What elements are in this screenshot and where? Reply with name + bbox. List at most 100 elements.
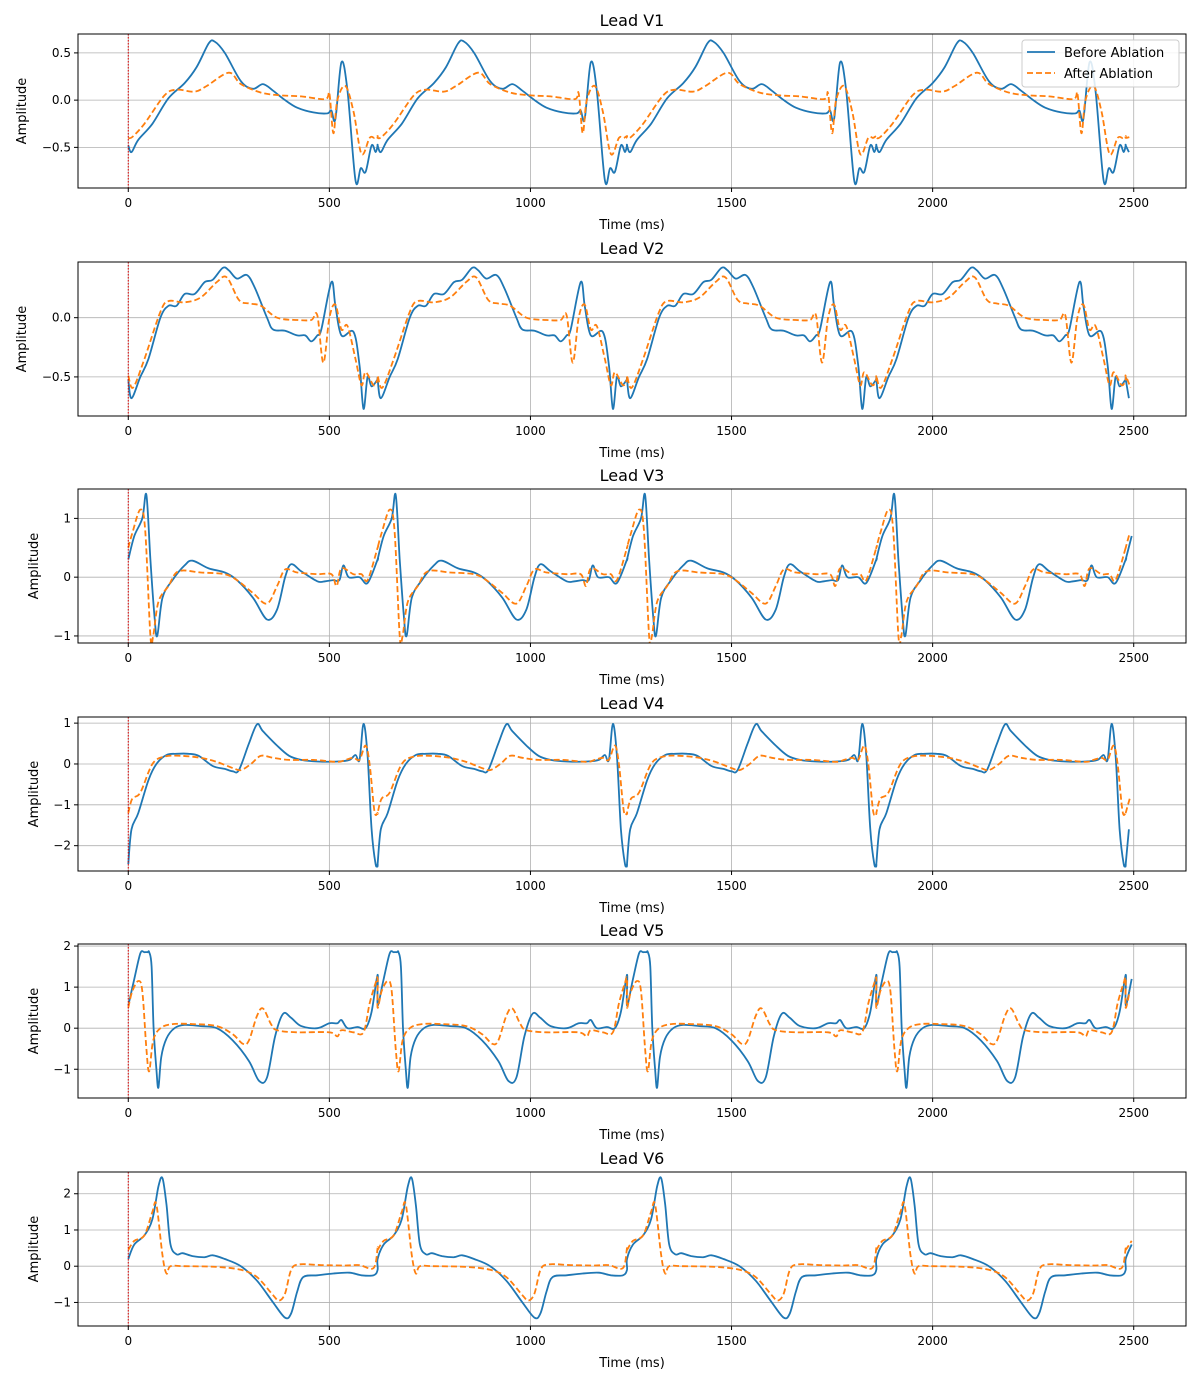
panel-lead-v5: Lead V5 0 500 1000 1500 2000 2500 2 1 0 −1 Time (ms… [27, 921, 1187, 1143]
series-before-ablation [127, 492, 1133, 638]
y-tick-label: −1 [53, 629, 71, 643]
x-axis-label: Time (ms) [598, 1128, 665, 1143]
legend-label-after: After Ablation [1064, 67, 1153, 82]
series-after-ablation [127, 275, 1132, 389]
x-tick-label: 2500 [1118, 424, 1149, 438]
x-tick-label: 1000 [515, 651, 546, 665]
x-tick-label: 0 [124, 651, 132, 665]
panel-title: Lead V2 [600, 239, 665, 258]
y-tick-label: 0.5 [52, 46, 71, 60]
axes-frame [77, 33, 1187, 189]
x-tick-label: 1000 [515, 196, 546, 210]
y-axis-label: Amplitude [15, 306, 30, 373]
legend: Before Ablation After Ablation [1021, 39, 1180, 88]
x-tick-label: 500 [318, 651, 341, 665]
panel-lead-v1: Lead V1 0 500 1000 1500 2000 2500 0.5 0.0 −0.5 Tim… [15, 11, 1187, 233]
x-tick-label: 1000 [515, 879, 546, 893]
series-after-ablation [127, 1201, 1133, 1302]
series-after-ablation [128, 71, 1130, 156]
x-tick-label: 2500 [1118, 1106, 1149, 1120]
x-tick-label: 2000 [917, 879, 948, 893]
y-tick-label: −1 [53, 1062, 71, 1076]
x-tick-label: 2500 [1118, 879, 1149, 893]
x-tick-label: 500 [318, 196, 341, 210]
y-tick-label: 1 [63, 980, 71, 994]
panel-lead-v6: Lead V6 0 500 1000 1500 2000 2500 2 1 0 −1 Time (ms… [27, 1149, 1187, 1371]
axes-frame [77, 261, 1187, 417]
y-axis-label: Amplitude [27, 1216, 42, 1283]
y-tick-label: −2 [53, 839, 71, 853]
y-tick-label: 0 [63, 1021, 71, 1035]
y-tick-label: 1 [63, 511, 71, 525]
x-tick-label: 2500 [1118, 651, 1149, 665]
axes-frame [77, 1171, 1187, 1327]
y-tick-label: 0.0 [52, 93, 71, 107]
y-axis-label: Amplitude [27, 988, 42, 1055]
y-tick-label: 1 [63, 1223, 71, 1237]
x-axis-label: Time (ms) [598, 218, 665, 233]
y-tick-label: 0 [63, 1259, 71, 1273]
y-tick-label: 2 [63, 939, 71, 953]
x-tick-label: 500 [318, 1106, 341, 1120]
x-tick-label: 1500 [716, 879, 747, 893]
x-tick-label: 2000 [917, 424, 948, 438]
y-tick-label: 0.0 [52, 311, 71, 325]
x-tick-label: 0 [124, 1106, 132, 1120]
series-before-ablation [127, 950, 1133, 1089]
x-tick-label: 2500 [1118, 196, 1149, 210]
y-axis-label: Amplitude [27, 761, 42, 828]
x-tick-label: 500 [318, 879, 341, 893]
axes-frame [77, 488, 1187, 644]
panel-title: Lead V3 [600, 466, 665, 485]
y-tick-label: 1 [63, 716, 71, 730]
y-tick-label: −1 [53, 1295, 71, 1309]
x-tick-label: 500 [318, 424, 341, 438]
x-tick-label: 0 [124, 1334, 132, 1348]
x-axis-label: Time (ms) [598, 446, 665, 461]
x-axis-label: Time (ms) [598, 1356, 665, 1371]
x-tick-label: 0 [124, 196, 132, 210]
axes-frame [77, 716, 1187, 872]
panel-title: Lead V5 [600, 921, 665, 940]
y-tick-label: −1 [53, 798, 71, 812]
series-before-ablation [127, 722, 1130, 868]
x-axis-label: Time (ms) [598, 901, 665, 916]
x-tick-label: 2000 [917, 1106, 948, 1120]
x-tick-label: 1000 [515, 1334, 546, 1348]
x-tick-label: 2000 [917, 1334, 948, 1348]
series-after-ablation [127, 976, 1131, 1073]
panel-title: Lead V4 [600, 694, 665, 713]
series-before-ablation [127, 1176, 1133, 1320]
x-tick-label: 1500 [716, 196, 747, 210]
y-tick-label: 0 [63, 570, 71, 584]
panel-title: Lead V6 [600, 1149, 665, 1168]
panel-title: Lead V1 [600, 11, 665, 30]
y-tick-label: −0.5 [42, 140, 71, 154]
y-tick-label: 0 [63, 757, 71, 771]
x-tick-label: 1500 [716, 424, 747, 438]
x-tick-label: 1000 [515, 1106, 546, 1120]
y-axis-label: Amplitude [15, 78, 30, 145]
x-tick-label: 2500 [1118, 1334, 1149, 1348]
y-axis-label: Amplitude [27, 533, 42, 600]
legend-label-before: Before Ablation [1064, 46, 1164, 61]
x-tick-label: 1500 [716, 651, 747, 665]
panel-lead-v2: Lead V2 0 500 1000 1500 2000 2500 0.0 −0.5 Time (… [15, 239, 1187, 461]
series-before-ablation [127, 266, 1130, 410]
x-tick-label: 1500 [716, 1334, 747, 1348]
x-tick-label: 0 [124, 879, 132, 893]
x-tick-label: 2000 [917, 651, 948, 665]
series-after-ablation [127, 744, 1131, 817]
legend-frame [1021, 39, 1180, 88]
y-tick-label: 2 [63, 1187, 71, 1201]
x-tick-label: 500 [318, 1334, 341, 1348]
panel-lead-v3: Lead V3 0 500 1000 1500 2000 2500 1 0 −1 Time (ms)… [27, 466, 1187, 688]
axes-frame [77, 943, 1187, 1099]
y-tick-label: −0.5 [42, 370, 71, 384]
x-tick-label: 2000 [917, 196, 948, 210]
panel-lead-v4: Lead V4 0 500 1000 1500 2000 2500 1 0 −1 −2 Time (m… [27, 694, 1187, 916]
series-after-ablation [127, 508, 1131, 643]
x-tick-label: 0 [124, 424, 132, 438]
x-tick-label: 1000 [515, 424, 546, 438]
